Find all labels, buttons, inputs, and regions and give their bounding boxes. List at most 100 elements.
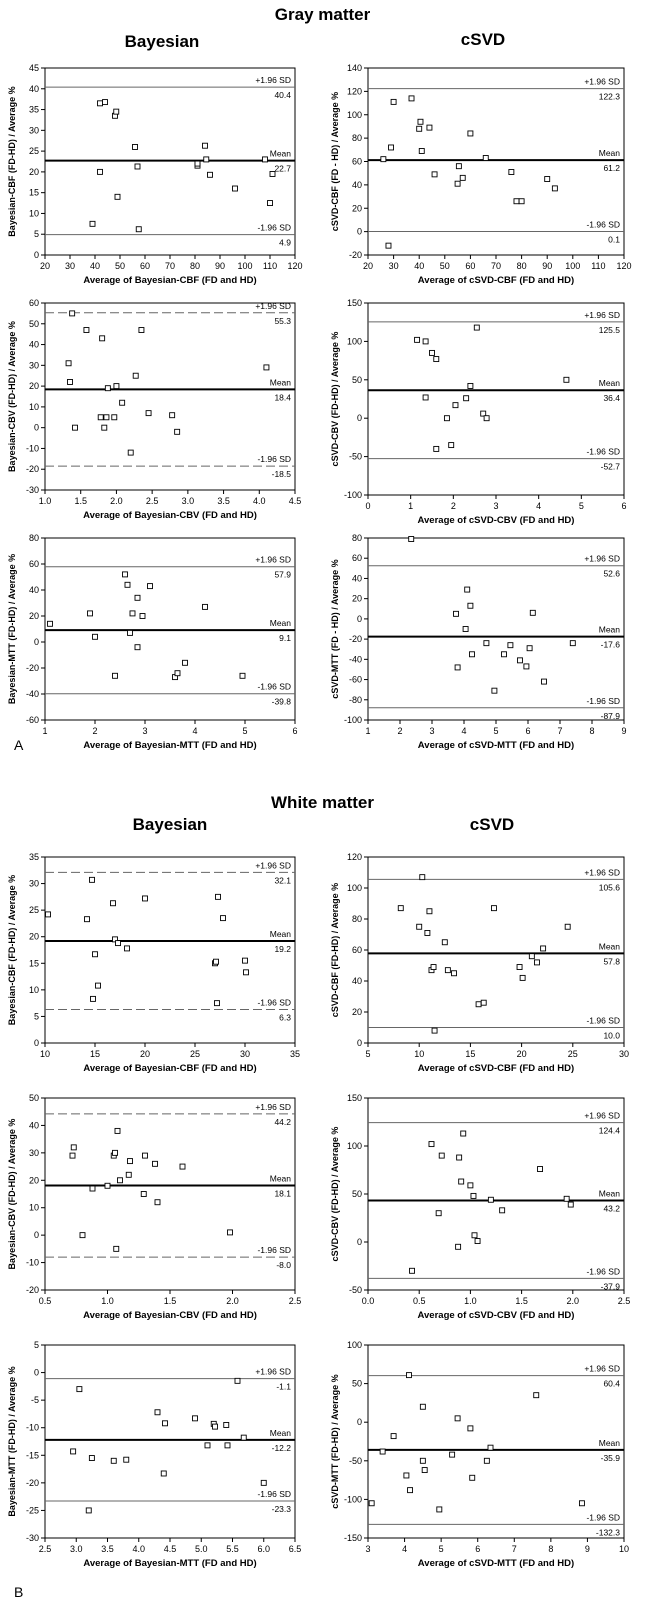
lower-limit-label-value: -18.5 <box>272 469 292 479</box>
data-point <box>519 974 526 981</box>
x-axis-label: Average of cSVD-CBF (FD and HD) <box>418 275 574 286</box>
data-point <box>194 160 201 167</box>
data-point <box>433 356 440 363</box>
plot-frame <box>44 537 296 721</box>
y-tick-label: 20 <box>29 381 39 391</box>
y-tick-label: 50 <box>352 375 362 385</box>
y-tick-label: 5 <box>34 229 39 239</box>
data-point <box>541 678 547 685</box>
data-point <box>152 1160 158 1167</box>
mean-label-name: Mean <box>599 378 621 388</box>
data-point <box>232 185 238 192</box>
x-tick-label: 20 <box>363 261 373 271</box>
data-point <box>215 893 221 900</box>
upper-limit-label-name: +1.96 SD <box>584 310 620 320</box>
y-tick-label: -20 <box>349 250 362 260</box>
y-tick-label: 150 <box>347 298 362 308</box>
data-point <box>260 1479 267 1486</box>
x-tick-label: 3.5 <box>101 1544 114 1554</box>
lower-limit-label-name: -1.96 SD <box>586 447 620 457</box>
upper-limit-label-value: 55.3 <box>274 316 291 326</box>
x-axis-label: Average of Bayesian-MTT (FD and HD) <box>83 740 256 751</box>
data-point <box>526 645 533 652</box>
y-tick-label: 80 <box>352 533 362 543</box>
y-tick-label: -60 <box>26 715 39 725</box>
data-point <box>390 98 397 105</box>
data-point <box>140 1191 147 1197</box>
y-tick-label: -100 <box>344 1494 362 1504</box>
x-tick-label: 80 <box>190 261 200 271</box>
mean-label-name: Mean <box>270 377 292 387</box>
upper-limit-label-value: 57.9 <box>274 570 291 580</box>
y-axis-label: Bayesian-CBV (FD-HD) / Average % <box>7 1119 17 1270</box>
y-tick-label: 15 <box>29 188 39 198</box>
y-tick-label: 0 <box>357 614 362 624</box>
x-tick-label: 30 <box>619 1049 629 1059</box>
data-point <box>99 335 106 342</box>
data-point <box>467 1182 474 1189</box>
y-tick-label: -10 <box>26 1423 39 1433</box>
x-axis-label: Average of cSVD-CBV (FD and HD) <box>418 1310 575 1321</box>
data-point <box>179 1163 186 1170</box>
data-point <box>418 148 425 154</box>
data-point <box>97 414 104 421</box>
data-point <box>487 1196 494 1203</box>
x-tick-label: 1.5 <box>515 1296 528 1306</box>
data-point <box>79 1232 86 1239</box>
y-tick-label: -30 <box>26 485 39 495</box>
lower-limit-label-value: -37.9 <box>601 1281 621 1291</box>
plot-frame <box>44 1097 296 1291</box>
data-point <box>124 945 130 952</box>
upper-limit-label-name: +1.96 SD <box>255 1102 291 1112</box>
data-point <box>563 376 570 383</box>
x-tick-label: 2 <box>451 501 456 511</box>
x-tick-label: 9 <box>621 726 626 736</box>
data-point <box>129 610 136 617</box>
x-axis-label: Average of cSVD-CBF (FD and HD) <box>418 1063 574 1074</box>
data-point <box>134 163 141 170</box>
y-tick-label: 20 <box>29 167 39 177</box>
data-point <box>269 171 276 177</box>
data-point <box>145 410 152 417</box>
y-tick-label: 80 <box>29 533 39 543</box>
x-tick-label: 10 <box>40 1049 50 1059</box>
data-point <box>202 142 208 149</box>
data-point <box>169 412 176 419</box>
mean-label-value: 9.1 <box>279 633 291 643</box>
mean-label-name: Mean <box>599 941 621 951</box>
data-point <box>88 1455 95 1461</box>
lower-limit-label-name: -1.96 SD <box>257 223 291 233</box>
data-point <box>220 915 226 922</box>
y-tick-label: 0 <box>357 413 362 423</box>
panel-label-b: B <box>14 1584 24 1600</box>
data-point <box>518 198 525 205</box>
data-point <box>113 1245 120 1252</box>
mean-label-name: Mean <box>270 149 292 159</box>
x-tick-label: 5.0 <box>195 1544 208 1554</box>
data-point <box>501 651 507 658</box>
x-tick-label: 40 <box>90 261 100 271</box>
data-point <box>112 936 118 943</box>
x-tick-label: 1 <box>408 501 413 511</box>
data-point <box>103 414 110 421</box>
y-axis-label: cSVD-CBV (FD-HD) / Average % <box>330 1127 340 1262</box>
upper-limit-label-value: -1.1 <box>276 1382 291 1392</box>
data-point <box>475 1001 482 1008</box>
y-tick-label: -50 <box>349 1456 362 1466</box>
x-tick-label: 70 <box>165 261 175 271</box>
chart-panel-10: 0.0 0.5 1.0 1.5 2.0 2.5 -50 0 50 100 150 Average of… <box>330 1093 630 1321</box>
y-axis-label: cSVD-MTT (FD - HD) / Average % <box>330 559 340 698</box>
lower-limit-label-name: -1.96 SD <box>586 220 620 230</box>
data-point <box>516 964 523 970</box>
x-tick-label: 4 <box>192 726 197 736</box>
data-point <box>267 200 273 207</box>
x-tick-label: 4.0 <box>132 1544 145 1554</box>
x-tick-label: 7 <box>557 726 562 736</box>
plot-frame <box>367 1097 625 1291</box>
y-tick-label: -20 <box>26 1478 39 1488</box>
y-axis-label: cSVD-MTT (FD-HD) / Average % <box>330 1374 340 1508</box>
x-tick-label: 3 <box>365 1544 370 1554</box>
data-point <box>467 1425 474 1432</box>
data-point <box>213 958 219 965</box>
upper-limit-label-name: +1.96 SD <box>584 1111 620 1121</box>
